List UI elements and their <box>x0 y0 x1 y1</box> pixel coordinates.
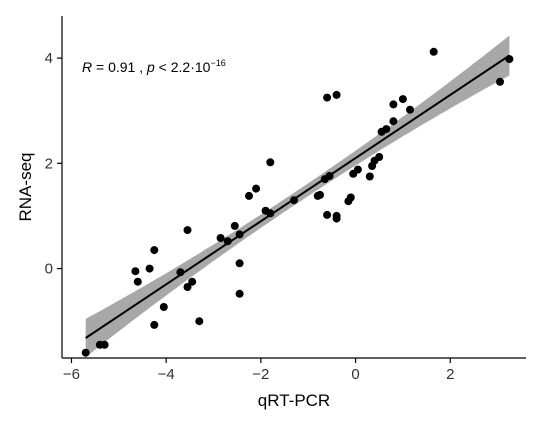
data-point <box>252 184 261 193</box>
correlation-annotation: R = 0.91 , p < 2.2·10−16 <box>82 58 226 75</box>
data-point <box>145 264 154 273</box>
data-point <box>100 340 109 349</box>
data-points-layer <box>81 47 514 357</box>
regression-line <box>85 54 510 339</box>
data-point <box>266 158 275 167</box>
data-point <box>183 226 192 235</box>
y-axis-title: RNA-seq <box>16 153 35 222</box>
data-point <box>496 77 504 86</box>
y-tick-label: 2 <box>45 155 53 172</box>
x-tick-label: 0 <box>351 366 359 383</box>
r-value-text: = 0.91 , <box>92 59 147 75</box>
data-point <box>332 90 341 99</box>
data-point <box>406 105 414 114</box>
data-point <box>176 268 185 277</box>
data-point <box>235 259 244 268</box>
data-point <box>325 172 334 180</box>
x-tick-label: 2 <box>446 366 454 383</box>
data-point <box>230 221 239 230</box>
data-point <box>159 303 168 311</box>
data-point <box>429 47 438 56</box>
data-point <box>266 209 275 218</box>
data-point <box>183 283 192 291</box>
data-point <box>375 153 384 161</box>
p-symbol: p <box>146 59 155 75</box>
data-point <box>398 95 407 104</box>
data-point <box>316 190 324 199</box>
data-point <box>389 117 398 126</box>
data-point <box>353 165 362 174</box>
y-ticks: 0 2 4 <box>45 50 62 278</box>
data-point <box>235 230 244 239</box>
data-point <box>216 234 225 242</box>
x-axis-title: qRT-PCR <box>258 391 330 410</box>
data-point <box>389 100 398 109</box>
y-tick-label: 0 <box>45 261 53 278</box>
data-point <box>290 196 298 205</box>
axes: −6 −4 −2 0 2 0 2 4 <box>45 16 526 383</box>
p-value-text: < 2.2·10 <box>155 59 211 75</box>
x-ticks: −6 −4 −2 0 2 <box>63 358 454 383</box>
data-point <box>131 267 140 276</box>
data-point <box>323 93 332 102</box>
data-point <box>245 191 253 200</box>
data-point <box>133 277 142 286</box>
data-point <box>150 246 159 255</box>
data-point <box>150 320 159 329</box>
data-point <box>195 317 204 326</box>
data-point <box>81 348 90 357</box>
data-point <box>382 125 391 134</box>
data-point <box>188 277 197 286</box>
x-tick-label: −4 <box>158 366 175 383</box>
data-point <box>332 211 341 220</box>
data-point <box>323 210 332 219</box>
x-tick-label: −2 <box>252 366 269 383</box>
x-tick-label: −6 <box>63 366 80 383</box>
data-point <box>346 193 355 202</box>
data-point <box>365 172 374 181</box>
data-point <box>223 237 232 246</box>
regression-line-layer <box>85 54 510 339</box>
p-exponent: −16 <box>210 58 225 68</box>
r-symbol: R <box>82 59 92 75</box>
y-tick-label: 4 <box>45 50 53 67</box>
data-point <box>235 289 244 298</box>
data-point <box>505 55 514 64</box>
